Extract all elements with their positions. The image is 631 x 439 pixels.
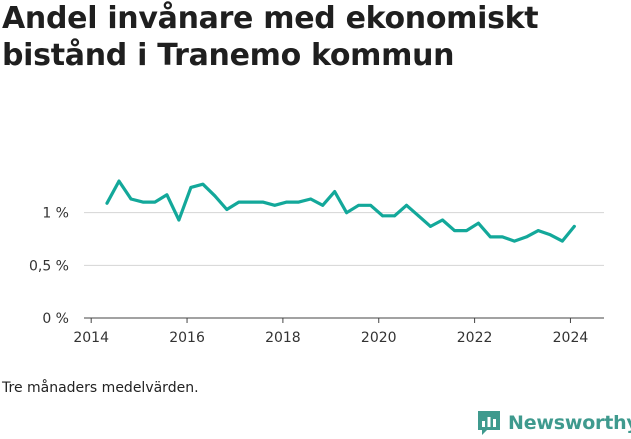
data-point [201,182,205,186]
data-point [572,224,576,228]
data-point [321,203,325,207]
data-point [357,203,361,207]
data-point [189,185,193,189]
data-point [165,193,169,197]
data-point [429,224,432,228]
data-point [489,235,492,239]
data-point [477,221,480,225]
data-point [405,203,408,207]
y-tick-label: 1 % [42,206,69,222]
x-tick-label: 2014 [73,330,109,346]
data-point [512,239,516,243]
y-tick-label: 0 % [42,311,69,327]
data-point [105,201,109,205]
data-point [213,194,217,198]
data-point [369,203,372,207]
data-point [381,214,384,218]
data-point [141,200,145,204]
data-point [177,218,181,222]
chart-title: Andel invånare med ekonomiskt bistånd i … [2,1,539,73]
data-point [560,239,564,243]
data-point [465,229,468,232]
data-point [548,233,552,237]
data-point [129,197,133,201]
data-point [536,229,540,232]
data-point [333,190,337,194]
data-point [249,200,253,204]
series-line [105,179,576,243]
newsworthy-logo-icon [478,411,500,435]
data-point [500,235,504,239]
data-point [225,208,229,211]
data-point [309,197,313,201]
data-point [273,203,277,207]
data-point [237,200,241,204]
data-point [261,200,265,204]
line-chart: 2014 2016 2018 2020 2022 2024 0 % 0,5 % 1 % [29,179,604,346]
gridlines [84,212,604,319]
x-axis: 2014 2016 2018 2020 2022 2024 [73,318,588,346]
data-point [153,200,157,204]
x-tick-label: 2024 [553,330,589,346]
data-point [117,179,121,183]
brand-logo[interactable]: Newsworthy [476,408,631,438]
series-layer [105,179,576,243]
data-point [417,214,420,218]
x-tick-label: 2018 [265,330,301,346]
footnote: Tre månaders medelvärden. [2,380,199,396]
x-tick-label: 2016 [169,330,205,346]
data-point [524,235,528,239]
x-tick-label: 2020 [361,330,397,346]
y-tick-label: 0,5 % [29,258,69,274]
brand-name: Newsworthy [508,412,631,434]
data-point [345,211,349,215]
data-point [285,200,289,204]
y-axis: 0 % 0,5 % 1 % [29,206,69,327]
x-tick-label: 2022 [457,330,493,346]
data-point [453,229,456,232]
data-point [441,218,444,222]
data-point [297,200,301,204]
data-point [393,214,396,218]
